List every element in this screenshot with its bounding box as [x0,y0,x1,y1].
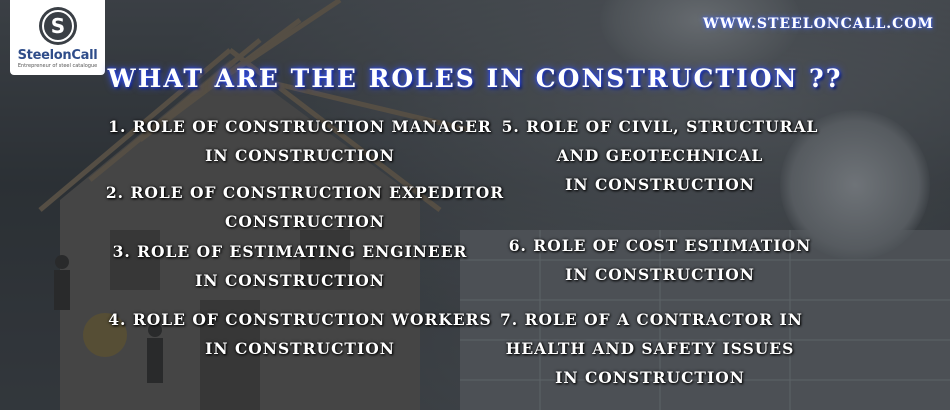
role-item-line: 2. ROLE OF CONSTRUCTION EXPEDITOR [105,183,505,202]
role-item-line: IN CONSTRUCTION [205,146,395,165]
role-item-line: CONSTRUCTION [225,212,385,231]
role-item-line: IN CONSTRUCTION [565,265,755,284]
role-item-line: HEALTH AND SAFETY ISSUES [505,339,795,358]
role-item-1: 1. ROLE OF CONSTRUCTION MANAGER IN CONST… [100,112,500,170]
svg-text:S: S [50,14,64,38]
role-item-3: 3. ROLE OF ESTIMATING ENGINEER IN CONSTR… [100,237,480,295]
role-item-line: 1. ROLE OF CONSTRUCTION MANAGER [108,117,492,136]
role-item-line: IN CONSTRUCTION [565,175,755,194]
blueprint-illustration [460,230,950,410]
role-item-7: 7. ROLE OF A CONTRACTOR IN HEALTH AND SA… [500,305,803,392]
role-item-line: 6. ROLE OF COST ESTIMATION [508,236,812,255]
role-item-5: 5. ROLE OF CIVIL, STRUCTURAL AND GEOTECH… [500,112,820,199]
role-item-6: 6. ROLE OF COST ESTIMATION IN CONSTRUCTI… [500,231,820,289]
role-item-line: IN CONSTRUCTION [205,339,395,358]
page-title: WHAT ARE THE ROLES IN CONSTRUCTION ?? [107,64,843,93]
role-item-line: IN CONSTRUCTION [195,271,385,290]
role-item-line: AND GEOTECHNICAL [556,146,764,165]
house-frame-illustration [38,0,471,410]
blueprint-roll-illustration [780,110,930,260]
logo-name: SteelonCall [17,48,98,63]
steeloncall-logo[interactable]: S SteelonCall Entrepreneur of steel cata… [10,0,105,75]
role-item-line: IN CONSTRUCTION [555,368,745,387]
role-item-line: 4. ROLE OF CONSTRUCTION WORKERS [108,310,492,329]
website-url[interactable]: WWW.STEELONCALL.COM [703,16,934,32]
role-item-2: 2. ROLE OF CONSTRUCTION EXPEDITOR CONSTR… [100,178,510,236]
logo-s-icon: S [38,7,77,45]
role-item-line: 7. ROLE OF A CONTRACTOR IN [500,310,803,329]
role-item-line: 3. ROLE OF ESTIMATING ENGINEER [112,242,468,261]
role-item-4: 4. ROLE OF CONSTRUCTION WORKERS IN CONST… [100,305,500,363]
role-item-line: 5. ROLE OF CIVIL, STRUCTURAL [501,117,819,136]
logo-tagline: Entrepreneur of steel catalogue [17,63,98,69]
